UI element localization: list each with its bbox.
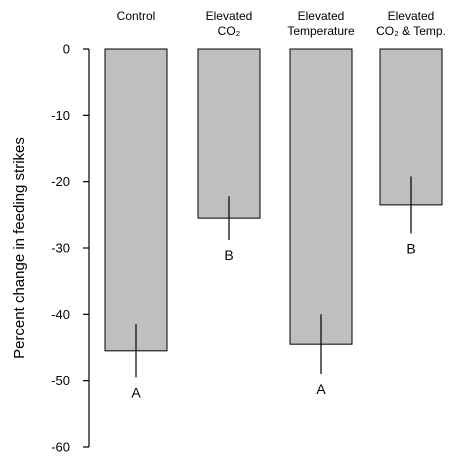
significance-letter: A xyxy=(131,384,141,400)
category-label: Elevated xyxy=(298,9,345,23)
bar xyxy=(197,48,261,219)
y-tick-label: -50 xyxy=(51,373,70,388)
category-label: CO₂ & Temp. xyxy=(376,24,446,38)
y-tick-label: 0 xyxy=(63,42,70,57)
bar xyxy=(289,48,353,345)
category-label: Elevated xyxy=(206,9,253,23)
category-label: Elevated xyxy=(388,9,435,23)
y-axis: 0 -10 -20 -30 -40 -50 -60 xyxy=(51,42,90,455)
y-tick-label: -30 xyxy=(51,241,70,256)
error-bars xyxy=(135,176,412,378)
bar xyxy=(104,48,168,352)
significance-letters: A B A B xyxy=(131,240,415,400)
category-labels: Control ElevatedCO₂ElevatedTemperatureEle… xyxy=(117,9,446,38)
bars xyxy=(104,48,443,352)
y-tick-label: -20 xyxy=(51,174,70,189)
y-tick-label: -40 xyxy=(51,307,70,322)
significance-letter: A xyxy=(316,381,326,397)
y-axis-label: Percent change in feeding strikes xyxy=(11,137,28,359)
significance-letter: B xyxy=(224,247,233,263)
y-tick-label: -10 xyxy=(51,108,70,123)
significance-letter: B xyxy=(406,240,415,256)
y-tick-label: -60 xyxy=(51,440,70,455)
category-label: CO₂ xyxy=(218,24,241,38)
category-label: Temperature xyxy=(287,24,355,38)
category-label: Control xyxy=(117,9,156,23)
